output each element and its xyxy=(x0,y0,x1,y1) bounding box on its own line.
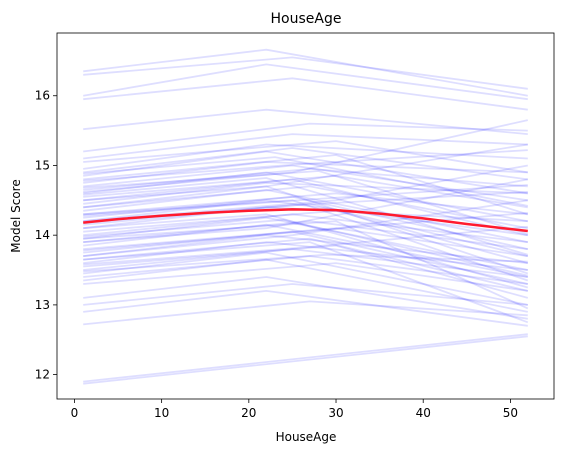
ice-line-47 xyxy=(83,300,528,326)
plot-frame xyxy=(56,32,555,400)
ice-line-37 xyxy=(83,241,528,271)
ice-line-54 xyxy=(83,220,529,310)
ice-line-25 xyxy=(83,199,528,237)
ice-line-27 xyxy=(83,206,528,230)
ice-line-43 xyxy=(83,262,528,292)
ice-line-10 xyxy=(83,143,528,170)
ice-line-21 xyxy=(83,185,528,230)
ice-line-61 xyxy=(83,156,528,207)
ice-line-9 xyxy=(83,140,528,174)
ice-line-3 xyxy=(83,56,528,90)
ice-line-15 xyxy=(83,164,528,202)
ice-line-19 xyxy=(83,178,529,237)
ice-line-62 xyxy=(83,253,528,273)
x-axis: 0 10 20 30 40 50 xyxy=(71,399,518,420)
ice-line-8 xyxy=(83,133,528,160)
ice-line-55 xyxy=(83,199,529,282)
average-line xyxy=(83,208,528,233)
ice-line-40 xyxy=(83,251,528,306)
y-tick-label: 15 xyxy=(35,158,50,172)
y-axis: 12 13 14 15 16 xyxy=(35,89,57,382)
ice-line-23 xyxy=(83,192,528,216)
x-axis-title: HouseAge xyxy=(276,430,337,444)
y-axis-title: Model Score xyxy=(9,179,23,252)
ice-line-32 xyxy=(83,223,528,278)
ice-line-35 xyxy=(83,234,528,264)
x-tick-label: 20 xyxy=(241,406,256,420)
ice-line-44 xyxy=(83,276,528,320)
ice-line-64 xyxy=(83,149,528,182)
ice-line-56 xyxy=(83,241,529,324)
ice-line-41 xyxy=(83,255,528,285)
ice-line-11 xyxy=(83,147,528,181)
y-tick-label: 13 xyxy=(35,298,50,312)
ice-line-14 xyxy=(83,161,528,184)
ice-line-24 xyxy=(83,195,528,250)
y-tick-label: 12 xyxy=(35,368,50,382)
ice-line-20 xyxy=(83,181,528,205)
ice-line-17 xyxy=(83,171,528,223)
plot-lines xyxy=(83,48,529,385)
ice-line-48 xyxy=(83,119,528,193)
ice-line-39 xyxy=(83,248,528,278)
ice-line-2 xyxy=(83,48,528,97)
ice-line-5 xyxy=(83,77,528,111)
ice-line-49 xyxy=(83,143,528,209)
x-tick-label: 40 xyxy=(416,406,431,420)
ice-line-30 xyxy=(83,216,528,271)
y-tick-label: 14 xyxy=(35,228,50,242)
ice-line-18 xyxy=(83,174,528,209)
ice-line-38 xyxy=(83,244,529,299)
ice-line-4 xyxy=(83,63,528,101)
ice-line-51 xyxy=(83,178,528,243)
ice-line-6 xyxy=(83,108,528,135)
ice-line-34 xyxy=(83,230,528,285)
ice-line-53 xyxy=(83,213,529,289)
ice-line-7 xyxy=(83,122,528,153)
x-tick-label: 10 xyxy=(154,406,169,420)
ice-line-16 xyxy=(83,167,528,191)
ice-line-63 xyxy=(83,218,529,277)
ice-line-52 xyxy=(83,199,528,257)
x-tick-label: 50 xyxy=(503,406,518,420)
ice-line-66 xyxy=(83,184,528,217)
ice-line-45 xyxy=(83,283,528,306)
ice-line-60 xyxy=(83,225,528,266)
ice-line-22 xyxy=(83,188,528,243)
ice-line-31 xyxy=(83,220,528,250)
chart-title: HouseAge xyxy=(271,11,342,27)
ice-line-12 xyxy=(83,150,528,195)
ice-line-33 xyxy=(83,227,528,257)
ice-line-67 xyxy=(83,177,529,256)
ice-line-42 xyxy=(83,258,528,313)
ice-line-1 xyxy=(83,333,528,383)
y-tick-label: 16 xyxy=(35,89,50,103)
ice-line-58 xyxy=(83,170,529,235)
ice-line-57 xyxy=(83,185,529,275)
ice-line-0 xyxy=(83,335,528,385)
ice-line-29 xyxy=(83,213,528,243)
ice-line-26 xyxy=(83,202,529,257)
ice-line-13 xyxy=(83,154,529,216)
x-tick-label: 0 xyxy=(71,406,79,420)
x-tick-label: 30 xyxy=(328,406,343,420)
ice-line-36 xyxy=(83,237,529,292)
ice-line-46 xyxy=(83,289,528,327)
